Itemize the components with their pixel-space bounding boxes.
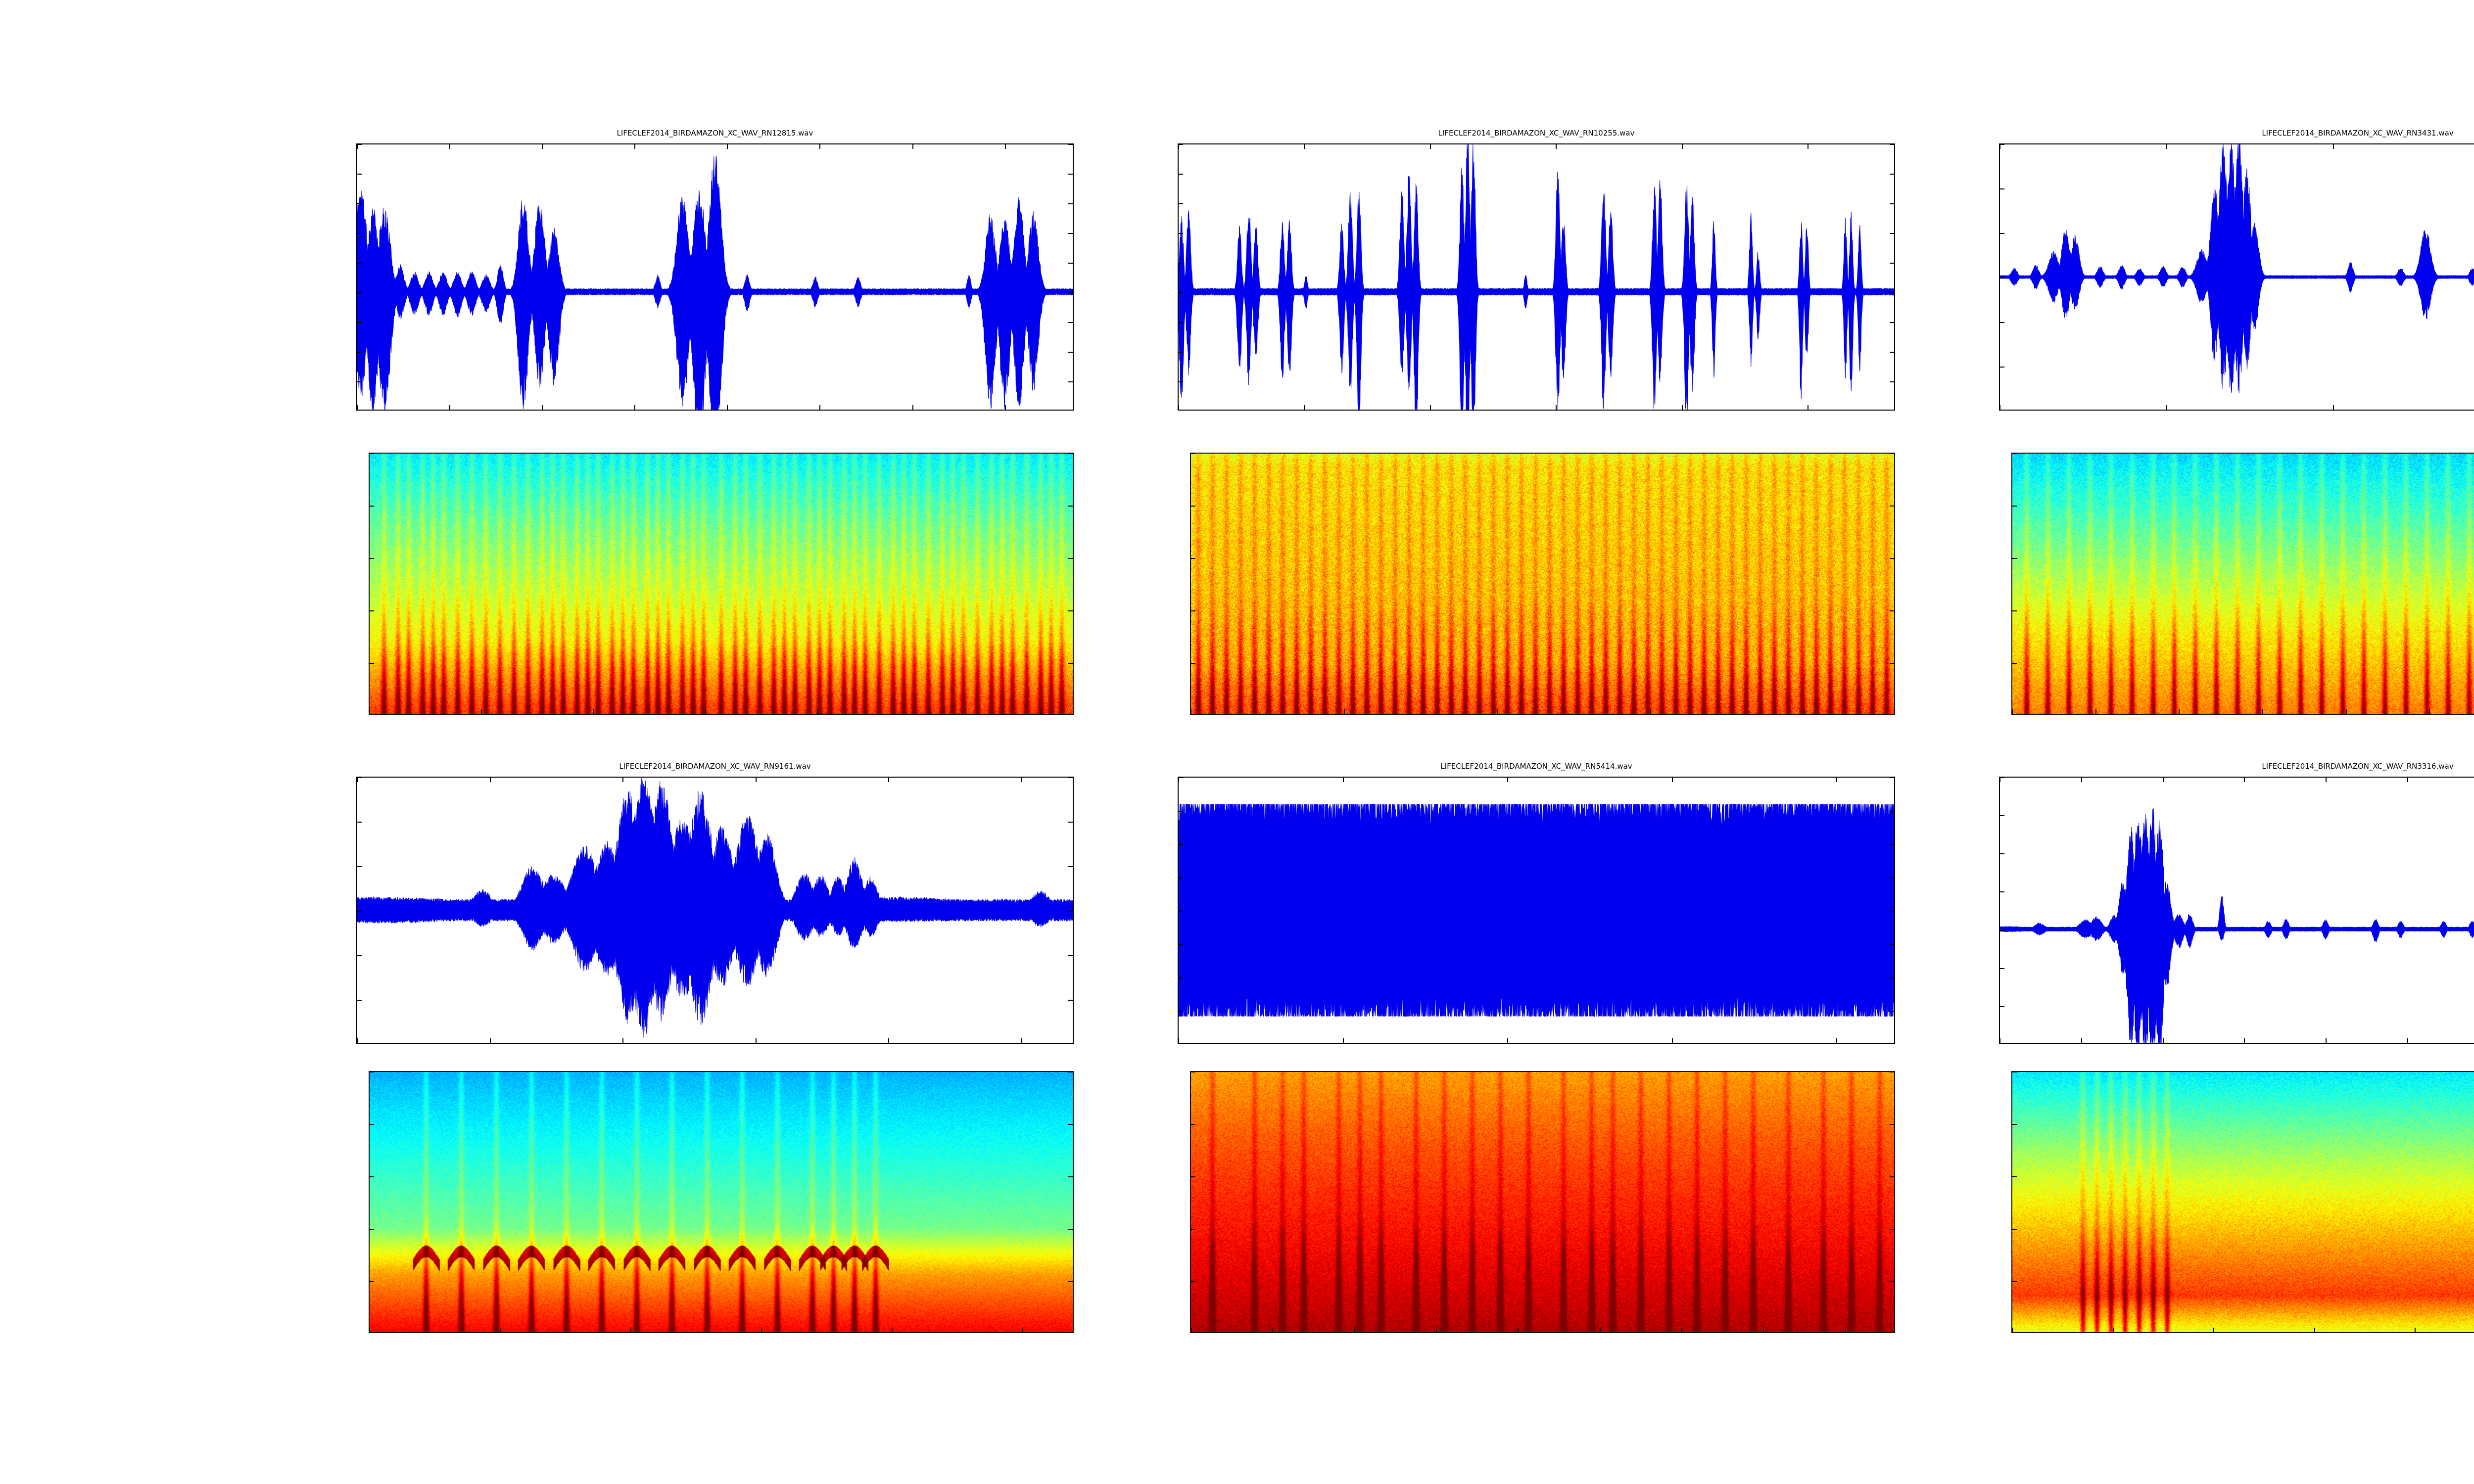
spectrogram-image [370,1072,1073,1332]
waveform-trace [1179,803,1894,1018]
subplot-spec-r2c1: 0.00.20.40.60.81.00100000200000300000400… [369,453,1074,715]
spectrogram-image [370,454,1073,714]
axes-area: -6000-4000-20000200040006000050001000015… [356,777,1074,1044]
spectrogram-image [2012,1072,2474,1332]
axes-area: -20000-15000-10000-500005000100001500020… [1178,143,1895,411]
plot-title: LIFECLEF2014_BIRDAMAZON_XC_WAV_RN5414.wa… [1440,762,1632,771]
subplot-wave-r3c2: LIFECLEF2014_BIRDAMAZON_XC_WAV_RN5414.wa… [1178,762,1895,1044]
waveform-trace [357,778,1073,1038]
axes-area: 0.00.20.40.60.81.00100000200000300000400… [1190,1071,1895,1333]
spectrogram-image [1191,1072,1894,1332]
axes-area: 0.00.20.40.60.81.00100000200000300000400… [1190,453,1895,715]
axes-area: 0.00.20.40.60.81.00100000200000300000400… [369,453,1074,715]
plot-title: LIFECLEF2014_BIRDAMAZON_XC_WAV_RN3431.wa… [2262,129,2454,138]
axes-area: 0.00.20.40.60.81.00100000200000300000400… [2011,453,2474,715]
subplot-wave-r1c2: LIFECLEF2014_BIRDAMAZON_XC_WAV_RN10255.w… [1178,129,1895,411]
axes-area: -30000-20000-100000100002000030000050000… [1999,143,2474,411]
axes-area: 0.00.20.40.60.81.00200004000060000800001… [369,1071,1074,1333]
spectrogram-image [2012,454,2474,714]
axes-area: -30000-20000-100000100002000030000400000… [1999,777,2474,1044]
plot-title: LIFECLEF2014_BIRDAMAZON_XC_WAV_RN9161.wa… [619,762,811,771]
subplot-spec-r2c3: 0.00.20.40.60.81.00100000200000300000400… [2011,453,2474,715]
subplot-wave-r1c3: LIFECLEF2014_BIRDAMAZON_XC_WAV_RN3431.wa… [1999,129,2474,411]
subplot-spec-r4c2: 0.00.20.40.60.81.00100000200000300000400… [1190,1071,1895,1333]
spectrogram-image [1191,454,1894,714]
subplot-wave-r3c1: LIFECLEF2014_BIRDAMAZON_XC_WAV_RN9161.wa… [356,762,1074,1044]
plot-title: LIFECLEF2014_BIRDAMAZON_XC_WAV_RN3316.wa… [2262,762,2454,771]
subplot-wave-r3c3: LIFECLEF2014_BIRDAMAZON_XC_WAV_RN3316.wa… [1999,762,2474,1044]
waveform-trace [357,156,1073,410]
waveform-trace [2000,144,2474,393]
plot-title: LIFECLEF2014_BIRDAMAZON_XC_WAV_RN10255.w… [1438,129,1635,138]
plot-title: LIFECLEF2014_BIRDAMAZON_XC_WAV_RN12815.w… [617,129,813,138]
axes-area: 0.00.20.40.60.81.00100000200000300000400… [2011,1071,2474,1333]
axes-area: -40000-30000-20000-100000100002000030000… [1178,777,1895,1044]
axes-area: -20000-15000-10000-500005000100001500020… [356,143,1074,411]
subplot-spec-r4c3: 0.00.20.40.60.81.00100000200000300000400… [2011,1071,2474,1333]
subplot-spec-r4c1: 0.00.20.40.60.81.00200004000060000800001… [369,1071,1074,1333]
waveform-trace [2000,808,2474,1043]
subplot-wave-r1c1: LIFECLEF2014_BIRDAMAZON_XC_WAV_RN12815.w… [356,129,1074,411]
waveform-trace [1179,144,1894,410]
subplot-spec-r2c2: 0.00.20.40.60.81.00100000200000300000400… [1190,453,1895,715]
